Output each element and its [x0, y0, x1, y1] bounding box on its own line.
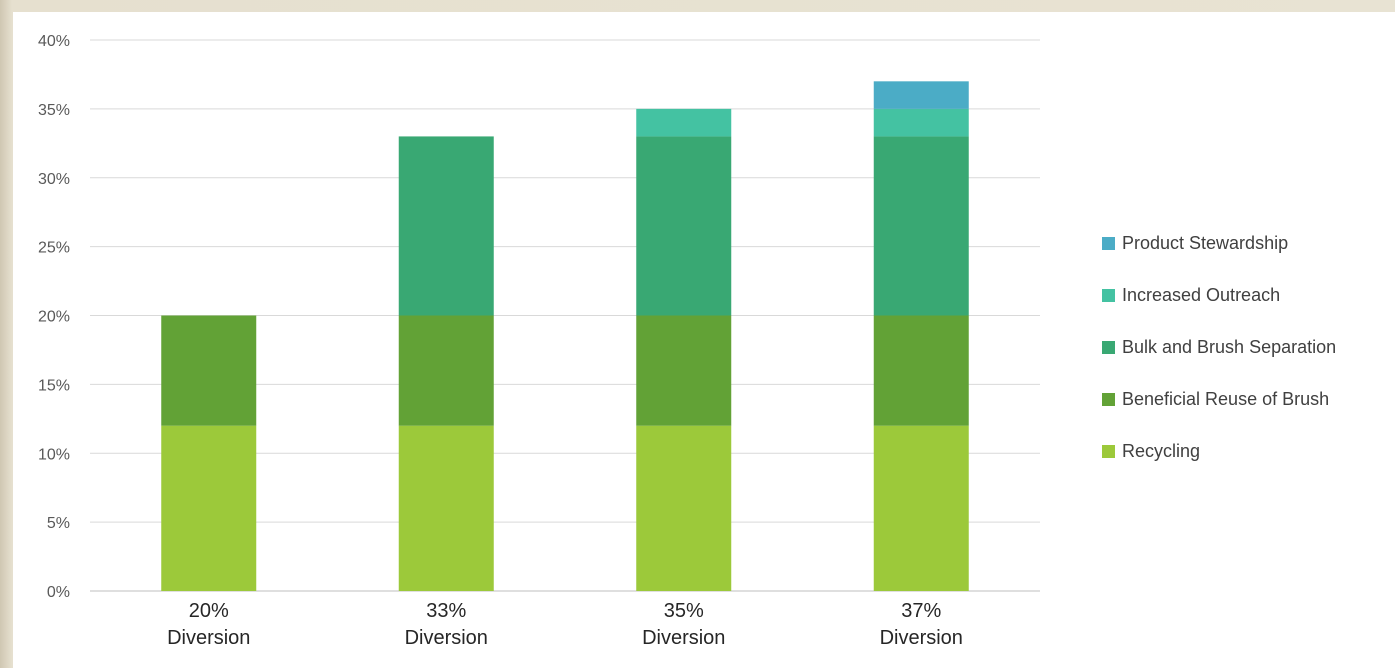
bar-segment-beneficial-reuse-of-brush [399, 316, 494, 426]
legend-swatch [1102, 393, 1115, 406]
bar-segment-recycling [636, 426, 731, 591]
y-tick-label: 20% [38, 309, 70, 326]
y-tick-label: 40% [38, 33, 70, 50]
y-tick-label: 30% [38, 171, 70, 188]
bar-segment-bulk-and-brush-separation [636, 136, 731, 315]
x-category-label: 35% [664, 600, 704, 622]
y-tick-label: 25% [38, 240, 70, 257]
y-tick-label: 35% [38, 102, 70, 119]
legend-label: Product Stewardship [1122, 233, 1288, 253]
legend-swatch [1102, 341, 1115, 354]
x-category-label: 33% [426, 600, 466, 622]
bar-segment-recycling [399, 426, 494, 591]
legend-label: Increased Outreach [1122, 285, 1280, 305]
bar-segment-beneficial-reuse-of-brush [636, 316, 731, 426]
bar-segment-increased-outreach [636, 109, 731, 137]
x-axis-labels: 20% Diversion 33% Diversion 35% Diversion 37% D… [167, 600, 963, 649]
x-category-label: Diversion [642, 627, 725, 649]
bars [161, 81, 969, 591]
legend-swatch [1102, 289, 1115, 302]
y-axis-ticks: 0% 5% 10% 15% 20% 25% 30% 35% 40% [38, 33, 70, 601]
bar-segment-recycling [161, 426, 256, 591]
y-tick-label: 5% [47, 515, 70, 532]
bar-segment-bulk-and-brush-separation [874, 136, 969, 315]
y-tick-label: 0% [47, 584, 70, 601]
x-category-label: 20% [189, 600, 229, 622]
x-category-label: Diversion [405, 627, 488, 649]
y-tick-label: 15% [38, 377, 70, 394]
bar-segment-beneficial-reuse-of-brush [161, 316, 256, 426]
bar-segment-beneficial-reuse-of-brush [874, 316, 969, 426]
legend: Product Stewardship Increased Outreach Bul… [1102, 233, 1336, 461]
bar-segment-increased-outreach [874, 109, 969, 137]
x-category-label: Diversion [167, 627, 250, 649]
y-tick-label: 10% [38, 446, 70, 463]
x-category-label: 37% [901, 600, 941, 622]
legend-label: Recycling [1122, 441, 1200, 461]
legend-label: Beneficial Reuse of Brush [1122, 389, 1329, 409]
legend-label: Bulk and Brush Separation [1122, 337, 1336, 357]
bar-segment-bulk-and-brush-separation [399, 136, 494, 315]
legend-swatch [1102, 445, 1115, 458]
x-category-label: Diversion [880, 627, 963, 649]
bar-segment-product-stewardship [874, 81, 969, 109]
legend-swatch [1102, 237, 1115, 250]
bar-segment-recycling [874, 426, 969, 591]
